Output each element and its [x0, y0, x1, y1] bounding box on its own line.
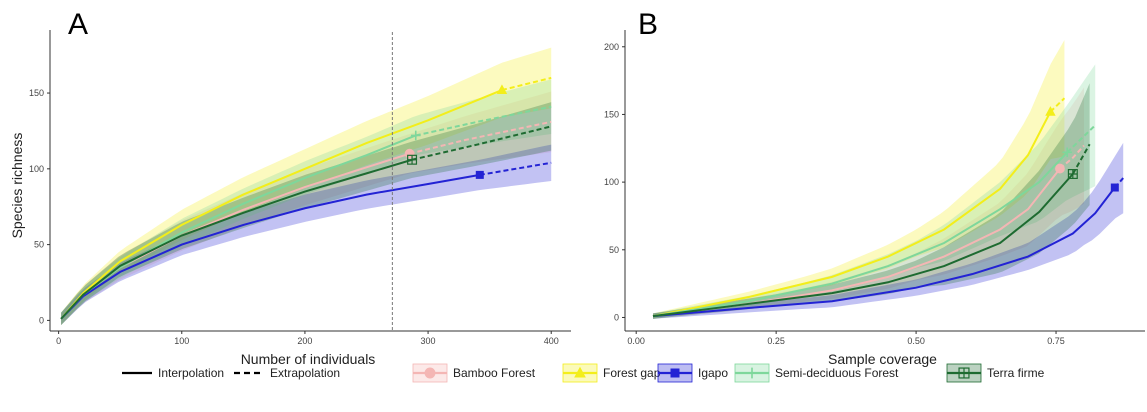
interpolation-line-2	[652, 186, 1116, 318]
extrapolation-line-3	[1066, 124, 1096, 154]
observed-point-4-cross	[407, 155, 417, 165]
extrapolation-line-4	[411, 125, 552, 161]
observed-point-2	[475, 170, 484, 179]
confidence-band-1	[652, 40, 1065, 319]
legend-label-0: Bamboo Forest	[453, 366, 536, 380]
x-tick-label: 0.50	[907, 336, 925, 346]
y-tick-label: 150	[604, 109, 619, 119]
confidence-band-3	[652, 64, 1096, 319]
x-tick-label: 100	[174, 336, 189, 346]
y-tick-label: 100	[604, 177, 619, 187]
legend: Interpolation Extrapolation Bamboo Forest F…	[122, 363, 1045, 383]
confidence-band-0	[652, 87, 1085, 319]
observed-point-0	[404, 148, 415, 159]
x-tick-label: 0.25	[767, 336, 785, 346]
confidence-band-3	[61, 79, 552, 326]
x-tick-label: 300	[421, 336, 436, 346]
legend-marker-4-cross	[959, 368, 969, 378]
observed-point-1	[1045, 106, 1056, 116]
observed-point-1	[496, 84, 508, 95]
panel-a-chart: 0 100 200 300 400 0 50 100 150 Number of individu…	[9, 8, 571, 367]
y-tick-label: 0	[614, 312, 619, 322]
confidence-band-4	[61, 102, 552, 326]
x-axis-title: Sample coverage	[828, 351, 937, 367]
plot-area	[652, 40, 1124, 319]
interpolation-line-1	[652, 111, 1052, 318]
y-tick-label: 50	[34, 240, 44, 250]
interpolation-line-1	[60, 89, 503, 320]
y-tick-label: 0	[39, 315, 44, 325]
extrapolation-line-1	[1049, 97, 1066, 113]
legend-marker-2	[670, 368, 680, 378]
y-tick-label: 50	[609, 245, 619, 255]
y-axis-title: Species richness	[9, 133, 25, 239]
extrapolation-line-3	[415, 105, 552, 137]
legend-marker-1	[574, 366, 586, 378]
legend-label-solid: Interpolation	[158, 366, 224, 380]
x-tick-label: 0	[56, 336, 61, 346]
observed-point-4	[1067, 168, 1078, 179]
extrapolation-line-2	[479, 161, 552, 176]
confidence-band-2	[61, 144, 552, 326]
legend-marker-3	[746, 367, 758, 379]
x-tick-label: 0.00	[627, 336, 645, 346]
legend-label-2: Igapo	[698, 366, 728, 380]
interpolation-line-2	[60, 173, 480, 320]
y-tick-label: 150	[29, 88, 44, 98]
x-tick-label: 200	[297, 336, 312, 346]
interpolation-line-4	[652, 173, 1074, 318]
legend-marker-4	[958, 367, 970, 379]
panel-b-chart: 0.00 0.25 0.50 0.75 0 50 100 150 200 Sample cover…	[604, 8, 1145, 367]
panel-label: A	[68, 8, 88, 41]
observed-point-0	[1055, 163, 1065, 174]
extrapolation-line-0	[1059, 144, 1085, 170]
y-tick-label: 200	[604, 42, 619, 52]
x-tick-label: 0.75	[1047, 336, 1065, 346]
confidence-band-2	[652, 142, 1124, 319]
extrapolation-line-1	[501, 76, 552, 91]
observed-point-2	[1110, 183, 1119, 192]
legend-label-dashed: Extrapolation	[270, 366, 340, 380]
extrapolation-line-4	[1071, 143, 1091, 175]
observed-point-3	[1062, 147, 1073, 158]
extrapolation-line-0	[409, 120, 552, 155]
y-tick-label: 100	[29, 164, 44, 174]
confidence-band-4	[652, 83, 1090, 319]
interpolation-line-4	[60, 158, 413, 320]
panel-label: B	[638, 8, 658, 41]
plot-area	[60, 47, 552, 326]
legend-label-3: Semi-deciduous Forest	[775, 366, 899, 380]
legend-label-4: Terra firme	[987, 366, 1045, 380]
legend-label-1: Forest gap	[603, 366, 661, 380]
interpolation-line-3	[652, 151, 1068, 318]
observed-point-4-cross	[1068, 169, 1078, 179]
observed-point-4	[407, 154, 418, 165]
x-tick-label: 400	[544, 336, 559, 346]
observed-point-3	[410, 130, 421, 141]
legend-marker-0	[424, 367, 436, 379]
x-axis-title: Number of individuals	[241, 351, 376, 367]
